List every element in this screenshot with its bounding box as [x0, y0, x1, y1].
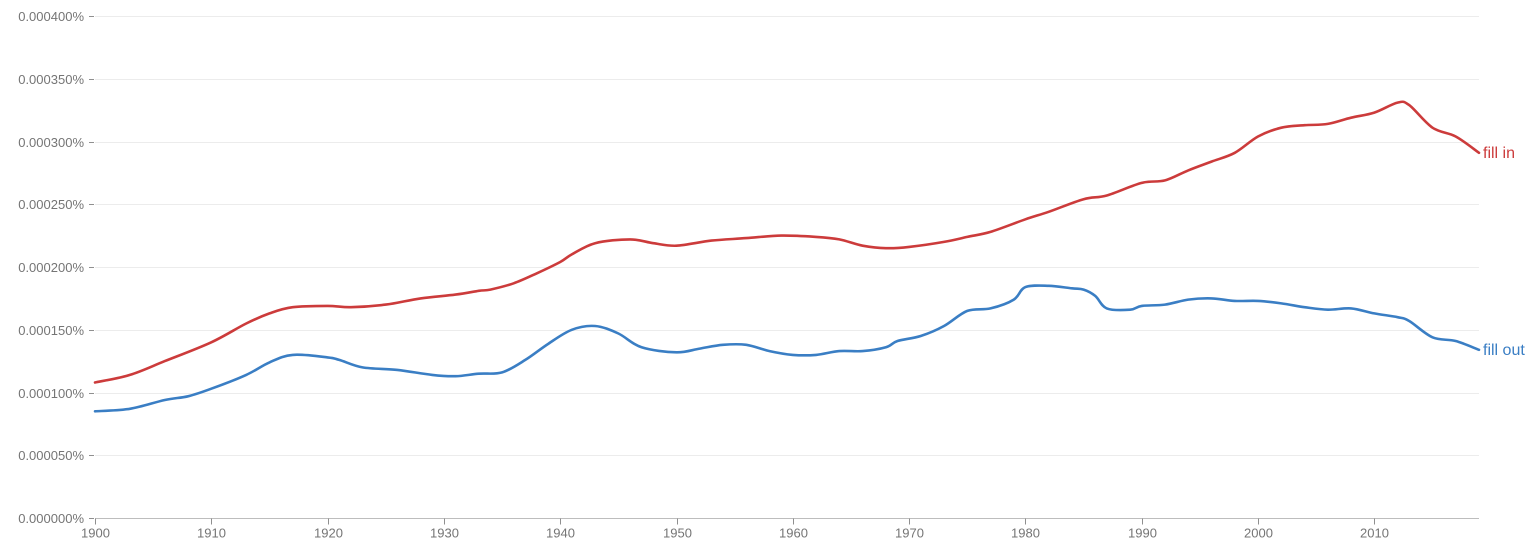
y-tick-label: 0.000200% [18, 260, 84, 275]
y-tick-label: 0.000100% [18, 386, 84, 401]
x-tick-label: 1930 [430, 526, 459, 541]
series-line-fill-out [93, 284, 1481, 413]
x-tick-label: 1990 [1128, 526, 1157, 541]
x-tick-label: 2010 [1360, 526, 1389, 541]
x-tick-label: 1950 [663, 526, 692, 541]
series-label-fill-in: fill in [1483, 145, 1515, 162]
axes: 0.000000% 0.000050% 0.000100% 0.000150% 0.00… [18, 9, 1479, 541]
series-line-fill-in [93, 100, 1481, 384]
y-tick-label: 0.000350% [18, 72, 84, 87]
x-tick-label: 1970 [895, 526, 924, 541]
y-tick-label: 0.000000% [18, 511, 84, 526]
y-tick-label: 0.000150% [18, 323, 84, 338]
series-lines [93, 100, 1481, 413]
x-tick-label: 1940 [546, 526, 575, 541]
x-tick-label: 1960 [779, 526, 808, 541]
y-tick-label: 0.000250% [18, 197, 84, 212]
series-label-fill-out: fill out [1483, 342, 1525, 359]
y-tick-label: 0.000400% [18, 9, 84, 24]
x-tick-label: 1980 [1011, 526, 1040, 541]
gridlines [95, 16, 1479, 456]
series-labels: fill in fill out [1483, 145, 1525, 359]
y-tick-label: 0.000300% [18, 135, 84, 150]
x-tick-label: 2000 [1244, 526, 1273, 541]
y-tick-label: 0.000050% [18, 448, 84, 463]
x-tick-label: 1910 [197, 526, 226, 541]
x-tick-label: 1900 [81, 526, 110, 541]
x-tick-label: 1920 [314, 526, 343, 541]
